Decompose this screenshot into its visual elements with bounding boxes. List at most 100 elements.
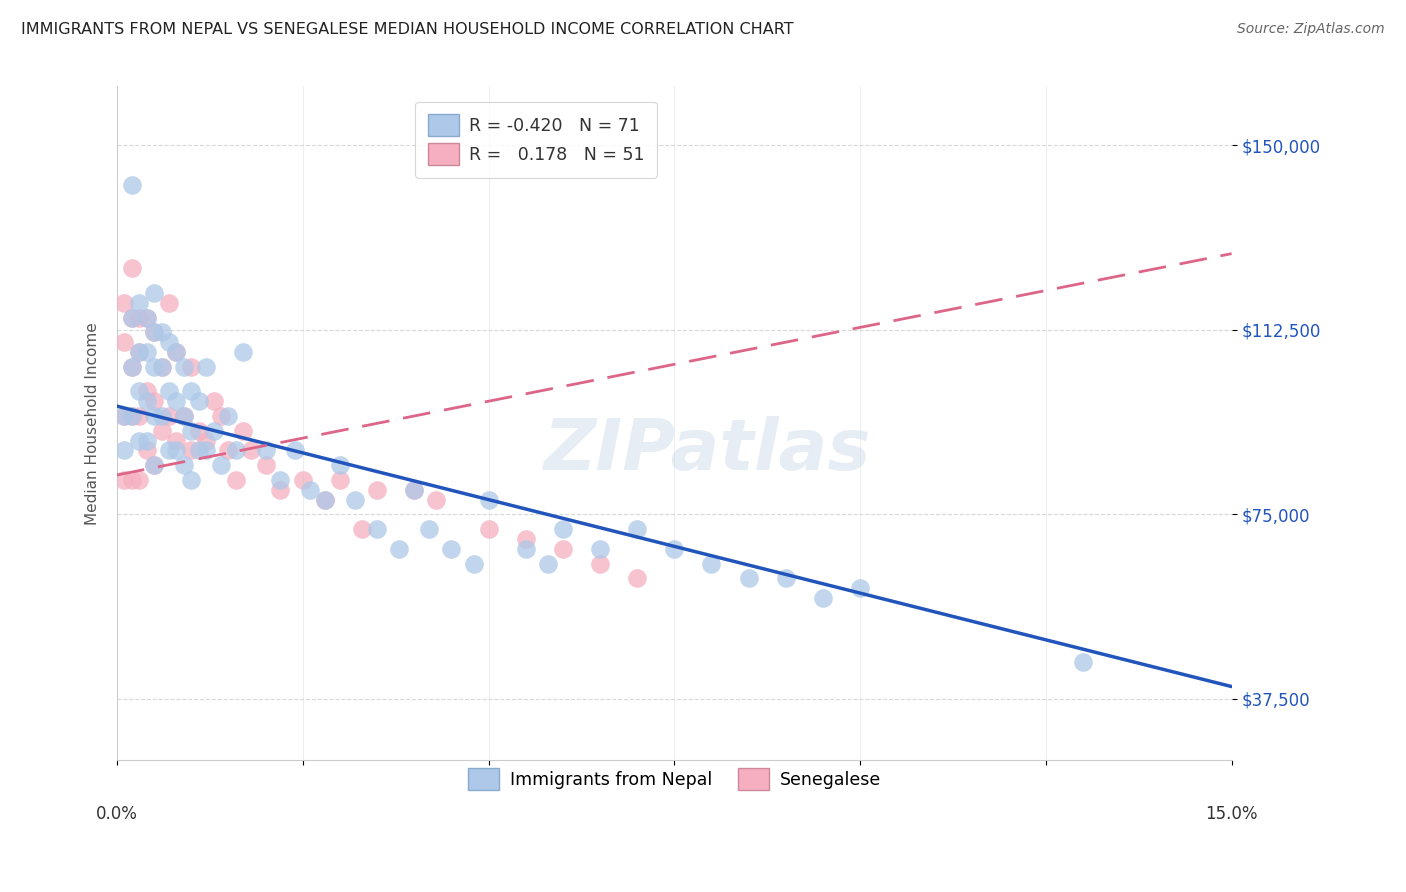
Point	[202, 424, 225, 438]
Point	[329, 458, 352, 472]
Text: ZIPatlas: ZIPatlas	[544, 416, 872, 485]
Point	[150, 359, 173, 374]
Point	[551, 541, 574, 556]
Point	[537, 557, 560, 571]
Point	[128, 310, 150, 325]
Point	[112, 295, 135, 310]
Point	[225, 473, 247, 487]
Point	[187, 443, 209, 458]
Point	[150, 409, 173, 423]
Legend: Immigrants from Nepal, Senegalese: Immigrants from Nepal, Senegalese	[456, 756, 893, 802]
Point	[143, 359, 166, 374]
Point	[112, 335, 135, 350]
Point	[209, 458, 232, 472]
Point	[366, 483, 388, 497]
Point	[202, 394, 225, 409]
Point	[418, 522, 440, 536]
Point	[195, 434, 218, 448]
Point	[128, 345, 150, 359]
Point	[329, 473, 352, 487]
Point	[135, 443, 157, 458]
Point	[121, 310, 143, 325]
Point	[128, 345, 150, 359]
Point	[128, 384, 150, 399]
Point	[388, 541, 411, 556]
Point	[187, 424, 209, 438]
Point	[209, 409, 232, 423]
Point	[157, 295, 180, 310]
Point	[173, 458, 195, 472]
Point	[232, 345, 254, 359]
Point	[440, 541, 463, 556]
Y-axis label: Median Household Income: Median Household Income	[86, 322, 100, 524]
Point	[157, 409, 180, 423]
Point	[811, 591, 834, 605]
Point	[232, 424, 254, 438]
Point	[626, 522, 648, 536]
Point	[626, 571, 648, 585]
Point	[404, 483, 426, 497]
Point	[150, 359, 173, 374]
Point	[150, 326, 173, 340]
Point	[589, 557, 612, 571]
Point	[165, 394, 187, 409]
Point	[269, 483, 291, 497]
Point	[195, 443, 218, 458]
Point	[180, 443, 202, 458]
Point	[187, 394, 209, 409]
Point	[180, 473, 202, 487]
Point	[135, 394, 157, 409]
Point	[143, 326, 166, 340]
Text: Source: ZipAtlas.com: Source: ZipAtlas.com	[1237, 22, 1385, 37]
Point	[664, 541, 686, 556]
Point	[135, 434, 157, 448]
Point	[121, 178, 143, 192]
Point	[112, 443, 135, 458]
Point	[121, 359, 143, 374]
Point	[135, 310, 157, 325]
Point	[121, 473, 143, 487]
Point	[165, 345, 187, 359]
Point	[173, 409, 195, 423]
Point	[157, 335, 180, 350]
Point	[254, 458, 277, 472]
Point	[128, 295, 150, 310]
Point	[737, 571, 759, 585]
Point	[128, 473, 150, 487]
Point	[143, 326, 166, 340]
Point	[143, 409, 166, 423]
Point	[217, 443, 239, 458]
Point	[589, 541, 612, 556]
Point	[269, 473, 291, 487]
Point	[254, 443, 277, 458]
Point	[121, 261, 143, 276]
Point	[225, 443, 247, 458]
Point	[352, 522, 374, 536]
Point	[157, 443, 180, 458]
Point	[477, 492, 499, 507]
Point	[143, 394, 166, 409]
Point	[404, 483, 426, 497]
Point	[515, 541, 537, 556]
Point	[515, 532, 537, 546]
Point	[1071, 655, 1094, 669]
Point	[299, 483, 322, 497]
Point	[180, 384, 202, 399]
Point	[173, 409, 195, 423]
Point	[284, 443, 307, 458]
Point	[366, 522, 388, 536]
Point	[135, 345, 157, 359]
Point	[180, 424, 202, 438]
Point	[700, 557, 723, 571]
Point	[143, 458, 166, 472]
Point	[128, 434, 150, 448]
Point	[239, 443, 262, 458]
Text: 15.0%: 15.0%	[1205, 805, 1258, 822]
Point	[165, 434, 187, 448]
Point	[477, 522, 499, 536]
Text: IMMIGRANTS FROM NEPAL VS SENEGALESE MEDIAN HOUSEHOLD INCOME CORRELATION CHART: IMMIGRANTS FROM NEPAL VS SENEGALESE MEDI…	[21, 22, 794, 37]
Point	[135, 384, 157, 399]
Point	[143, 458, 166, 472]
Point	[551, 522, 574, 536]
Point	[291, 473, 314, 487]
